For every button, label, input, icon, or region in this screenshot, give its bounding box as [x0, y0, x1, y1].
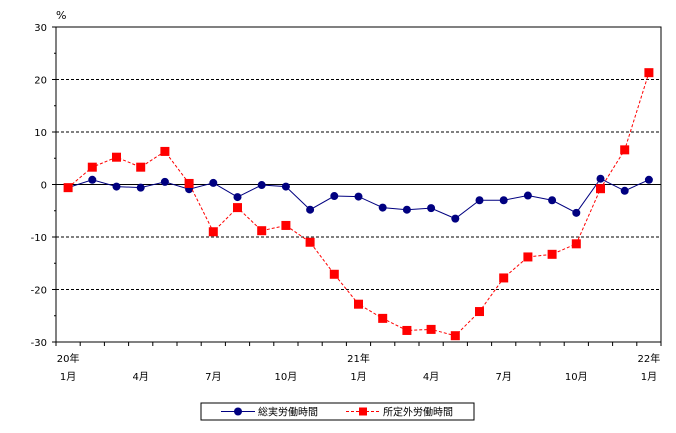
- y-axis-unit: %: [56, 9, 66, 22]
- data-point: [257, 181, 266, 190]
- legend-label-overtime-hours: 所定外労働時間: [383, 406, 453, 419]
- x-axis-ticks: 20年 1月 4月 7月 10月 21年 1月 4月 7月 10月 22年 1月: [55, 342, 662, 383]
- y-tick-label: 0: [41, 181, 47, 192]
- x-tick-label-month: 10月: [275, 371, 298, 383]
- data-point: [184, 178, 194, 188]
- x-tick-label-month: 4月: [133, 371, 149, 383]
- data-point: [160, 177, 169, 186]
- data-point: [112, 182, 121, 191]
- data-point: [571, 239, 581, 249]
- data-point: [112, 152, 121, 162]
- y-tick-label: 30: [34, 23, 47, 34]
- x-tick-label-month: 7月: [496, 371, 512, 383]
- data-point: [329, 269, 339, 279]
- data-point: [402, 205, 411, 214]
- data-point: [233, 193, 242, 202]
- series-1: [63, 68, 654, 341]
- x-tick-label-month: 1月: [641, 371, 657, 383]
- data-point: [378, 203, 387, 212]
- data-point: [475, 307, 484, 317]
- y-tick-label: -30: [31, 338, 47, 349]
- data-point: [233, 203, 242, 213]
- data-point: [281, 182, 290, 191]
- data-point: [306, 205, 315, 214]
- data-point: [499, 273, 509, 283]
- data-point: [620, 145, 630, 155]
- legend-marker-total-hours: [234, 407, 242, 416]
- x-tick-label-month: 10月: [565, 371, 588, 383]
- data-point: [644, 175, 653, 184]
- data-point: [136, 162, 146, 172]
- legend-marker-overtime-hours: [359, 407, 367, 416]
- series-layer: [63, 68, 654, 341]
- data-point: [426, 324, 436, 334]
- data-point: [572, 208, 581, 217]
- y-tick-label: 10: [34, 128, 47, 139]
- data-point: [523, 252, 533, 262]
- data-point: [402, 325, 412, 335]
- data-point: [87, 162, 97, 172]
- series-0: [64, 174, 653, 223]
- data-point: [499, 196, 508, 205]
- data-point: [596, 174, 605, 183]
- series-line: [67, 72, 650, 337]
- data-point: [378, 313, 388, 323]
- data-point: [596, 184, 605, 194]
- x-tick-label-month: 1月: [60, 371, 76, 383]
- data-point: [209, 178, 218, 187]
- legend-frame: [200, 402, 475, 421]
- data-point: [330, 192, 339, 201]
- data-point: [281, 220, 291, 230]
- data-point: [451, 214, 460, 223]
- grid-layer: [56, 79, 661, 290]
- x-tick-label-year: 21年: [347, 352, 370, 365]
- data-point: [305, 237, 315, 247]
- x-tick-label-month: 1月: [350, 371, 366, 383]
- x-tick-label-month: 4月: [423, 371, 439, 383]
- data-point: [354, 192, 363, 201]
- x-tick-label-year: 20年: [57, 352, 80, 365]
- y-axis-ticks: 30 20 10 0 -10 -20 -30: [31, 23, 56, 349]
- y-tick-label: 20: [34, 76, 47, 87]
- data-point: [160, 146, 170, 156]
- data-point: [208, 227, 218, 237]
- data-point: [136, 183, 145, 192]
- data-point: [88, 175, 97, 184]
- y-tick-label: -20: [31, 286, 47, 297]
- data-point: [63, 183, 73, 193]
- x-tick-label-year: 22年: [638, 352, 661, 365]
- data-point: [644, 68, 654, 78]
- data-point: [523, 191, 532, 200]
- legend: 総実労働時間 所定外労働時間: [200, 402, 475, 421]
- y-tick-label: -10: [31, 233, 47, 244]
- data-point: [475, 196, 484, 205]
- data-point: [548, 196, 557, 205]
- data-point: [354, 299, 363, 309]
- data-point: [427, 204, 436, 213]
- data-point: [620, 186, 629, 195]
- data-point: [257, 226, 267, 236]
- data-point: [450, 331, 460, 341]
- data-point: [547, 249, 557, 259]
- x-tick-label-month: 7月: [205, 371, 221, 383]
- legend-label-total-hours: 総実労働時間: [258, 406, 318, 419]
